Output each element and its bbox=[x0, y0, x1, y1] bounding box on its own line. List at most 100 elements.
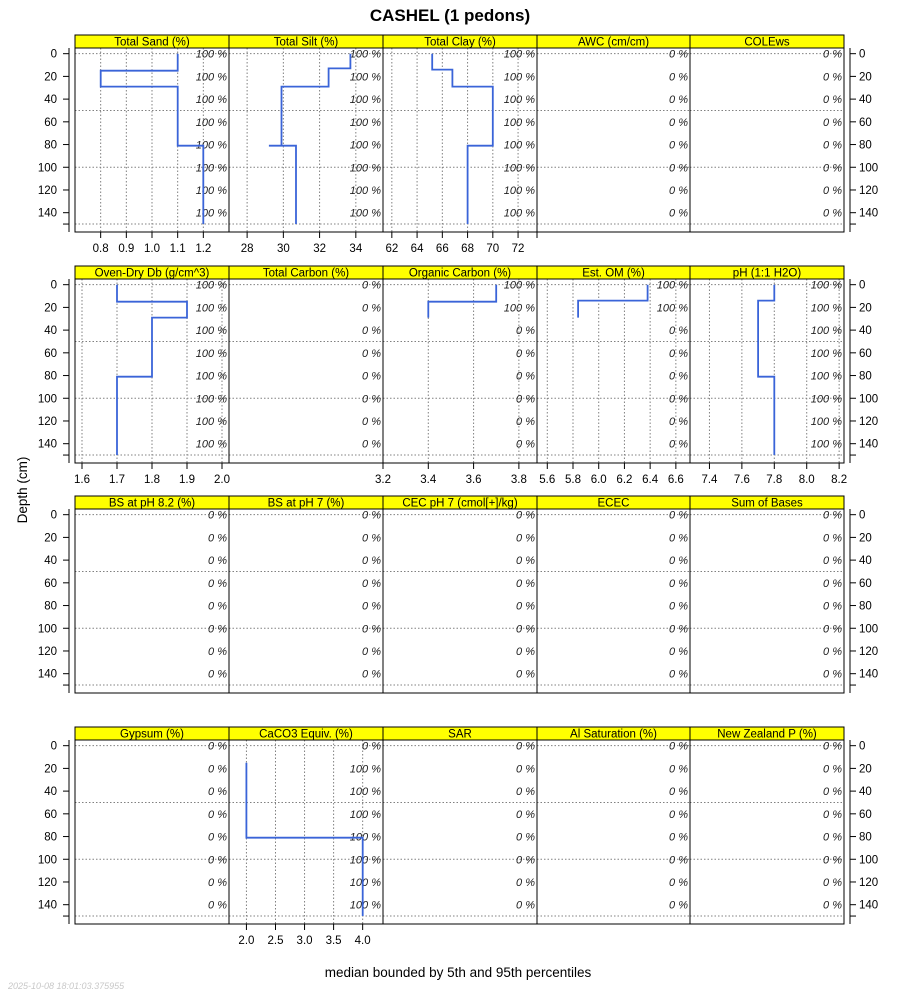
panel-1-3: Est. OM (%) 100 % 100 % 0 % 0 % 0 % 0 % 0 % 0 % 5… bbox=[536, 265, 691, 486]
y-tick-label-left: 100 bbox=[38, 854, 57, 866]
percent-label: 0 % bbox=[516, 900, 535, 912]
percent-label: 0 % bbox=[669, 117, 688, 129]
percent-label: 100 % bbox=[504, 162, 535, 174]
median-line bbox=[268, 53, 352, 224]
percent-label: 0 % bbox=[208, 832, 227, 844]
percent-label: 0 % bbox=[669, 71, 688, 83]
percent-label: 0 % bbox=[669, 555, 688, 567]
median-line bbox=[427, 284, 498, 318]
y-tick-label-left: 0 bbox=[51, 741, 57, 753]
percent-label: 0 % bbox=[669, 393, 688, 405]
y-tick-label-right: 100 bbox=[859, 854, 878, 866]
y-tick-label-left: 80 bbox=[44, 832, 57, 844]
percent-label: 0 % bbox=[362, 510, 381, 522]
x-tick-label: 1.9 bbox=[179, 474, 195, 486]
percent-label: 0 % bbox=[669, 348, 688, 360]
percent-label: 0 % bbox=[669, 510, 688, 522]
percent-label: 100 % bbox=[196, 280, 227, 292]
y-tick-label-right: 80 bbox=[859, 140, 872, 152]
percent-label: 0 % bbox=[669, 669, 688, 681]
panel-frame bbox=[228, 508, 384, 694]
percent-label: 0 % bbox=[516, 555, 535, 567]
percent-label: 100 % bbox=[350, 94, 381, 106]
y-tick-label-right: 40 bbox=[859, 786, 872, 798]
percent-label: 100 % bbox=[504, 280, 535, 292]
strip-title: Oven-Dry Db (g/cm^3) bbox=[95, 268, 210, 280]
y-tick-label-right: 120 bbox=[859, 646, 878, 658]
percent-label: 100 % bbox=[196, 162, 227, 174]
y-tick-label-right: 0 bbox=[859, 49, 865, 61]
y-tick-label-left: 140 bbox=[38, 669, 57, 681]
percent-label: 0 % bbox=[669, 185, 688, 197]
y-tick-label-left: 40 bbox=[44, 555, 57, 567]
percent-label: 0 % bbox=[823, 94, 842, 106]
percent-label: 0 % bbox=[516, 416, 535, 428]
percent-label: 100 % bbox=[504, 302, 535, 314]
percent-label: 0 % bbox=[823, 578, 842, 590]
percent-label: 100 % bbox=[350, 185, 381, 197]
percent-label: 0 % bbox=[208, 877, 227, 889]
y-tick-label-left: 40 bbox=[44, 786, 57, 798]
x-tick-label: 8.0 bbox=[799, 474, 815, 486]
percent-label: 0 % bbox=[208, 510, 227, 522]
percent-label: 0 % bbox=[823, 117, 842, 129]
x-tick-label: 7.8 bbox=[766, 474, 782, 486]
x-tick-label: 1.1 bbox=[170, 243, 186, 255]
panel-1-2: Organic Carbon (%)100 %100 %0 %0 %0 %0 %… bbox=[375, 265, 538, 486]
percent-label: 0 % bbox=[823, 741, 842, 753]
percent-label: 0 % bbox=[823, 49, 842, 61]
y-tick-label-right: 140 bbox=[859, 208, 878, 220]
strip-title: pH (1:1 H2O) bbox=[733, 268, 802, 280]
percent-label: 0 % bbox=[362, 371, 381, 383]
percent-label: 100 % bbox=[350, 117, 381, 129]
x-tick-label: 3.0 bbox=[297, 935, 313, 947]
percent-label: 0 % bbox=[823, 809, 842, 821]
percent-label: 100 % bbox=[504, 94, 535, 106]
percent-label: 100 % bbox=[504, 185, 535, 197]
percent-label: 0 % bbox=[669, 371, 688, 383]
y-tick-label-right: 40 bbox=[859, 555, 872, 567]
y-tick-label-right: 60 bbox=[859, 578, 872, 590]
percent-label: 0 % bbox=[669, 94, 688, 106]
x-tick-label: 3.8 bbox=[511, 474, 527, 486]
y-tick-label-left: 20 bbox=[44, 532, 57, 544]
x-tick-label: 30 bbox=[277, 243, 290, 255]
y-tick-label-left: 60 bbox=[44, 578, 57, 590]
x-axis-label: median bounded by 5th and 95th percentil… bbox=[325, 965, 592, 980]
percent-label: 100 % bbox=[196, 208, 227, 220]
y-tick-label-right: 40 bbox=[859, 325, 872, 337]
y-axis-label: Depth (cm) bbox=[15, 457, 30, 524]
percent-label: 100 % bbox=[811, 280, 842, 292]
percent-label: 0 % bbox=[362, 601, 381, 613]
y-tick-label-right: 120 bbox=[859, 185, 878, 197]
percent-label: 0 % bbox=[516, 601, 535, 613]
panel-row-1: 0 0 20 20 40 40 60 60 80 80 100 100 120 120 140 140 Oven… bbox=[38, 265, 878, 486]
y-tick-label-left: 40 bbox=[44, 325, 57, 337]
y-tick-label-left: 140 bbox=[38, 439, 57, 451]
percent-label: 0 % bbox=[823, 900, 842, 912]
percent-label: 0 % bbox=[208, 741, 227, 753]
percent-label: 0 % bbox=[823, 763, 842, 775]
x-tick-label: 1.8 bbox=[144, 474, 160, 486]
percent-label: 100 % bbox=[811, 348, 842, 360]
panel-2-4: Sum of Bases 0 % 0 % 0 % 0 % 0 % 0 % 0 % 0 % bbox=[689, 495, 845, 694]
x-tick-label: 1.2 bbox=[195, 243, 211, 255]
percent-label: 0 % bbox=[208, 669, 227, 681]
strip-title: Est. OM (%) bbox=[582, 268, 645, 280]
strip-title: AWC (cm/cm) bbox=[578, 37, 649, 49]
x-tick-label: 1.7 bbox=[109, 474, 125, 486]
y-tick-label-left: 60 bbox=[44, 348, 57, 360]
percent-label: 0 % bbox=[669, 439, 688, 451]
x-tick-label: 5.8 bbox=[565, 474, 581, 486]
y-tick-label-left: 120 bbox=[38, 416, 57, 428]
x-tick-label: 5.6 bbox=[539, 474, 555, 486]
percent-label: 0 % bbox=[516, 786, 535, 798]
strip-title: Gypsum (%) bbox=[120, 729, 184, 741]
panel-2-0: BS at pH 8.2 (%) 0 % 0 % 0 % 0 % 0 % 0 % 0 % 0 % bbox=[74, 495, 230, 694]
percent-label: 0 % bbox=[516, 854, 535, 866]
y-tick-label-right: 0 bbox=[859, 510, 865, 522]
y-tick-label-right: 20 bbox=[859, 71, 872, 83]
strip-title: Organic Carbon (%) bbox=[409, 268, 511, 280]
y-tick-label-right: 100 bbox=[859, 162, 878, 174]
percent-label: 0 % bbox=[362, 532, 381, 544]
